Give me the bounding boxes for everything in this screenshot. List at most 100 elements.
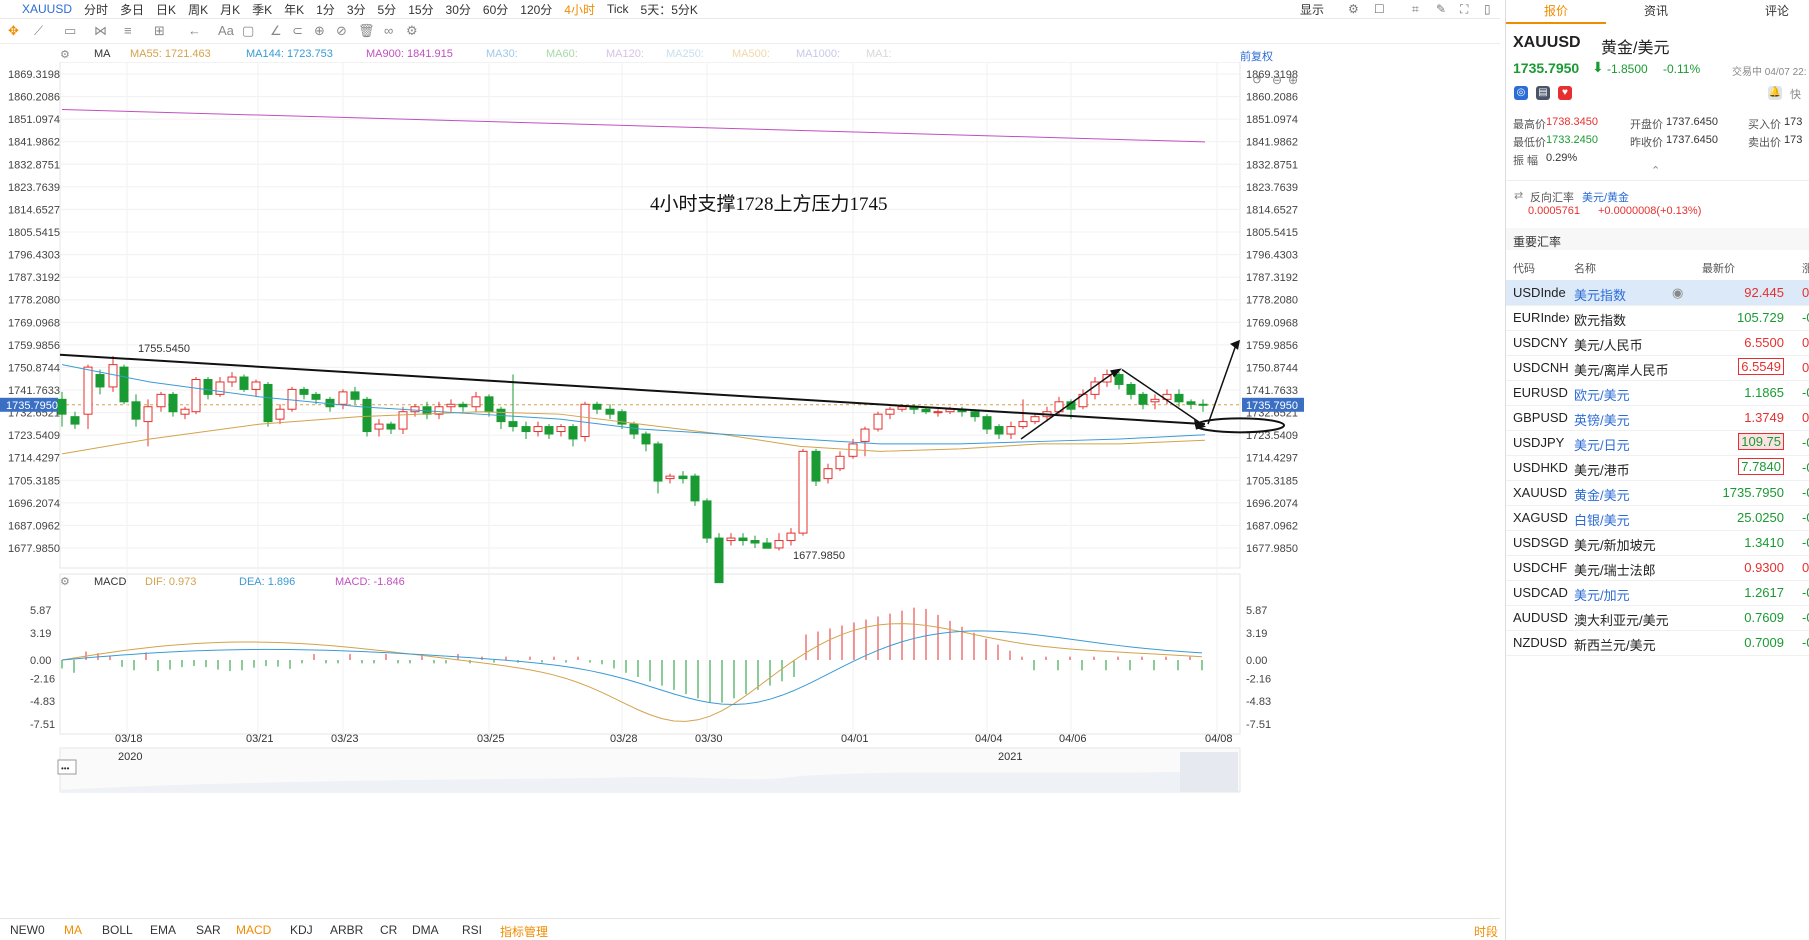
dea-line xyxy=(61,630,1203,706)
camera-icon[interactable]: ⌗ xyxy=(1412,1,1419,16)
rate-row[interactable]: XAGUSD 白银/美元 25.0250 -0. xyxy=(1506,505,1809,531)
period-2[interactable]: 日K xyxy=(156,2,177,17)
tab-comments[interactable]: 评论 xyxy=(1764,4,1789,18)
globe-icon[interactable]: ◎ xyxy=(1514,86,1528,100)
indicator-5[interactable]: MACD xyxy=(236,923,272,937)
tab-news[interactable]: 资讯 xyxy=(1643,4,1668,18)
period-5[interactable]: 季K xyxy=(252,2,273,17)
trend-line-icon[interactable]: ⟋ xyxy=(34,23,44,38)
chevron-up-icon[interactable]: ⌃ xyxy=(1651,165,1661,177)
swap-icon: ⇄ xyxy=(1514,190,1524,202)
text-icon[interactable]: Aa xyxy=(218,23,234,38)
rate-row[interactable]: EURIndex 欧元指数 105.729 -0. xyxy=(1506,305,1809,331)
indicator-7[interactable]: ARBR xyxy=(330,923,364,937)
rate-row[interactable]: USDHKD 美元/港币 7.7840 -0. xyxy=(1506,455,1809,481)
tab-quote[interactable]: 报价 xyxy=(1506,0,1606,24)
indicator-0[interactable]: NEW0 xyxy=(10,923,45,937)
rectangle-icon[interactable]: ▭ xyxy=(64,23,77,38)
ma144-value: MA144: 1723.753 xyxy=(246,48,333,60)
rate-row[interactable]: USDInde 美元指数 92.445 0. ◉ xyxy=(1506,280,1809,306)
settings-icon[interactable]: ⚙ xyxy=(406,23,418,38)
bell-icon[interactable]: 🔔 xyxy=(1768,86,1782,100)
symbol-selector[interactable]: XAUUSD xyxy=(22,2,73,16)
candle-body xyxy=(131,401,141,420)
square-icon[interactable]: ☐ xyxy=(1374,2,1385,16)
trash-icon[interactable]: 🗑 xyxy=(358,23,375,38)
display-menu[interactable]: 显示 xyxy=(1300,2,1325,17)
ma-legend: ⚙ MA MA55: 1721.463 MA144: 1723.753 MA90… xyxy=(60,48,1440,64)
arrow-icon[interactable]: ← xyxy=(188,23,201,38)
heart-icon[interactable]: ♥ xyxy=(1558,86,1572,100)
doc-icon[interactable]: ▤ xyxy=(1536,86,1550,100)
macd-tick-right: 5.87 xyxy=(1246,605,1267,617)
lock-icon[interactable]: ⊕ xyxy=(314,23,325,38)
period-12[interactable]: 60分 xyxy=(482,2,509,17)
rate-row[interactable]: GBPUSD 英镑/美元 1.3749 0. xyxy=(1506,405,1809,431)
rate-row[interactable]: USDCNH 美元/离岸人民币 6.5549 0. xyxy=(1506,355,1809,381)
period-14[interactable]: 4小时 xyxy=(564,2,595,17)
period-3[interactable]: 周K xyxy=(188,2,209,17)
channel-icon[interactable]: ⊞ xyxy=(154,23,165,38)
indicator-8[interactable]: CR xyxy=(380,923,398,937)
link-icon[interactable]: ∞ xyxy=(384,23,394,38)
eye-icon[interactable]: ◉ xyxy=(1672,285,1684,300)
indicator-6[interactable]: KDJ xyxy=(290,923,313,937)
rate-row[interactable]: NZDUSD 新西兰元/美元 0.7009 -0. xyxy=(1506,630,1809,656)
gear-icon[interactable]: ⚙ xyxy=(60,49,70,61)
rate-name: 美元/港币 xyxy=(1574,463,1630,478)
price-chart[interactable]: 1869.3198 1869.3198 1860.2086 1860.2086 1851… xyxy=(0,62,1500,918)
rate-row[interactable]: EURUSD 欧元/美元 1.1865 -0. xyxy=(1506,380,1809,406)
indicator-3[interactable]: EMA xyxy=(150,923,177,937)
rate-row[interactable]: USDCNY 美元/人民币 6.5500 0. xyxy=(1506,330,1809,356)
period-0[interactable]: 分时 xyxy=(84,2,109,17)
pencil-icon[interactable]: ✎ xyxy=(1436,2,1447,16)
candle-body xyxy=(180,408,190,415)
fullscreen-icon[interactable]: ⛶ xyxy=(1460,1,1469,16)
rate-row[interactable]: USDJPY 美元/日元 109.75 -0. xyxy=(1506,430,1809,456)
pen-icon[interactable]: ∠ xyxy=(270,23,282,38)
quick-trade-button[interactable]: 快 xyxy=(1790,89,1801,101)
adjust-label[interactable]: 前复权 xyxy=(1240,51,1273,63)
period-4[interactable]: 月K xyxy=(220,2,241,17)
rate-row[interactable]: AUDUSD 澳大利亚元/美元 0.7609 -0. xyxy=(1506,605,1809,631)
comment-icon[interactable]: ▢ xyxy=(242,23,255,38)
reverse-rate-pair[interactable]: 美元/黄金 xyxy=(1582,192,1630,204)
indicator-10[interactable]: RSI xyxy=(462,923,483,937)
period-11[interactable]: 30分 xyxy=(445,2,471,17)
candle-body xyxy=(484,396,494,413)
period-6[interactable]: 年K xyxy=(284,2,305,17)
indicator-4[interactable]: SAR xyxy=(196,923,221,937)
indicator-11[interactable]: 指标管理 xyxy=(500,925,549,939)
hide-icon[interactable]: ⊘ xyxy=(336,23,347,38)
crosshair-icon[interactable]: ✥ xyxy=(8,23,19,38)
magnet-icon[interactable]: ⊂ xyxy=(292,23,303,38)
rate-row[interactable]: XAUUSD 黄金/美元 1735.7950 -0. xyxy=(1506,480,1809,506)
panel-icon[interactable]: ▯ xyxy=(1484,2,1491,16)
candle-body xyxy=(994,426,1004,435)
candle-body xyxy=(143,406,153,423)
pattern-icon[interactable]: ⋈ xyxy=(94,23,107,38)
session-button[interactable]: 时段 xyxy=(1474,925,1499,939)
candle-body xyxy=(434,406,444,415)
price-tick-right: 1778.2080 xyxy=(1246,295,1298,307)
period-13[interactable]: 120分 xyxy=(520,2,553,17)
period-7[interactable]: 1分 xyxy=(316,2,335,17)
period-16[interactable]: 5天：5分K xyxy=(640,2,698,17)
rate-row[interactable]: USDCAD 美元/加元 1.2617 -0. xyxy=(1506,580,1809,606)
period-1[interactable]: 多日 xyxy=(120,2,145,17)
period-10[interactable]: 15分 xyxy=(408,2,434,17)
period-9[interactable]: 5分 xyxy=(377,2,397,17)
indicator-2[interactable]: BOLL xyxy=(102,923,133,937)
period-8[interactable]: 3分 xyxy=(346,2,366,17)
period-15[interactable]: Tick xyxy=(606,2,629,16)
ma120-value: MA120: xyxy=(606,48,644,60)
fib-icon[interactable]: ≡ xyxy=(124,23,132,38)
amplitude-value: 0.29% xyxy=(1546,152,1578,164)
indicator-1[interactable]: MA xyxy=(64,923,82,937)
rate-row[interactable]: USDCHF 美元/瑞士法郎 0.9300 0. xyxy=(1506,555,1809,581)
indicator-9[interactable]: DMA xyxy=(412,923,439,937)
high-value: 1738.3450 xyxy=(1546,116,1598,128)
rate-row[interactable]: USDSGD 美元/新加坡元 1.3410 -0. xyxy=(1506,530,1809,556)
ma-label[interactable]: MA xyxy=(94,48,111,60)
settings-icon[interactable]: ⚙ xyxy=(1348,2,1359,16)
